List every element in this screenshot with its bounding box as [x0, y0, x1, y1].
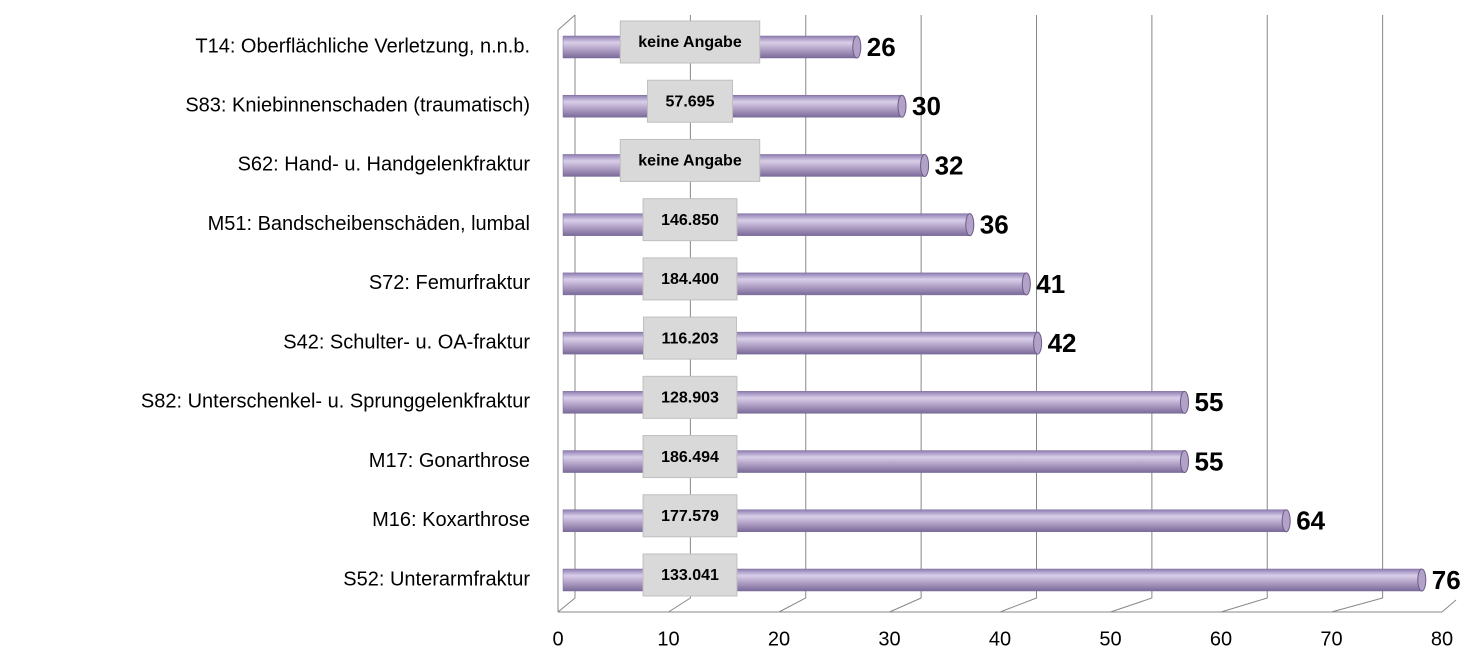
box-label: 133.041: [661, 567, 719, 584]
value-label: 26: [867, 32, 896, 62]
category-label: M16: Koxarthrose: [372, 509, 530, 531]
category-label: S42: Schulter- u. OA-fraktur: [283, 331, 530, 353]
category-label: S83: Kniebinnenschaden (traumatisch): [185, 95, 530, 117]
bar-cap: [1180, 450, 1189, 474]
bar-cap: [852, 35, 862, 59]
box: [642, 553, 738, 597]
value-label: 30: [912, 91, 941, 121]
x-tick-label: 70: [1320, 628, 1342, 650]
value-label: 42: [1048, 328, 1077, 358]
category-label: S62: Hand- u. Handgelenkfraktur: [238, 154, 531, 176]
box: [619, 20, 761, 64]
x-tick-label: 40: [989, 628, 1011, 650]
bar-cap: [1180, 390, 1189, 414]
value-label: 32: [935, 150, 964, 180]
bar-cap: [1033, 331, 1043, 355]
x-tick-label: 50: [1099, 628, 1121, 650]
grid-line: [1110, 15, 1153, 613]
grid-line: [557, 15, 576, 613]
category-label: M17: Gonarthrose: [369, 450, 530, 472]
value-label: 64: [1296, 506, 1325, 536]
bar-cap: [965, 213, 975, 237]
box: [642, 435, 738, 479]
bar-cap: [920, 153, 930, 177]
category-label: S82: Unterschenkel- u. Sprunggelenkfrakt…: [141, 391, 530, 413]
x-tick-label: 20: [768, 628, 790, 650]
bar-cap: [1281, 509, 1291, 533]
category-label: S52: Unterarmfraktur: [343, 568, 530, 590]
box: [643, 316, 737, 360]
box-label: 177.579: [661, 508, 719, 525]
x-tick-label: 60: [1210, 628, 1232, 650]
bar: [562, 331, 1038, 355]
value-label: 36: [980, 210, 1009, 240]
category-label: S72: Femurfraktur: [369, 272, 531, 294]
category-label: M51: Bandscheibenschäden, lumbal: [208, 213, 530, 235]
x-tick-label: 30: [878, 628, 900, 650]
box-label: 146.850: [661, 212, 719, 229]
box-label: 184.400: [661, 271, 719, 288]
box: [642, 257, 738, 301]
box: [619, 138, 761, 182]
box-label: 57.695: [666, 93, 715, 110]
x-tick-label: 10: [657, 628, 679, 650]
grid-line: [1220, 15, 1268, 613]
grid-line: [999, 15, 1037, 613]
bar: [562, 213, 971, 236]
value-label: 76: [1432, 565, 1461, 595]
box: [642, 198, 738, 242]
x-tick-label: 0: [552, 628, 563, 650]
box-label: keine Angabe: [638, 153, 742, 170]
tick-mark: [1441, 599, 1457, 613]
box-label: keine Angabe: [638, 34, 742, 51]
box: [647, 79, 733, 123]
x-tick-label: 80: [1431, 628, 1453, 650]
wall-edge: [557, 14, 576, 31]
box: [642, 494, 738, 538]
box-label: 186.494: [661, 449, 719, 466]
grid-line: [1331, 15, 1384, 613]
grid-line: [889, 15, 922, 613]
box: [642, 375, 738, 419]
box-label: 116.203: [662, 330, 719, 347]
bar-cap: [1021, 272, 1031, 296]
value-label: 55: [1195, 387, 1224, 417]
box-label: 128.903: [661, 390, 719, 407]
value-label: 41: [1036, 269, 1065, 299]
category-label: T14: Oberflächliche Verletzung, n.n.b.: [195, 35, 530, 57]
grid-line: [778, 15, 807, 613]
bar-cap: [897, 94, 907, 118]
bar-cap: [1417, 568, 1427, 592]
value-label: 55: [1195, 446, 1224, 476]
bar: [562, 272, 1027, 296]
